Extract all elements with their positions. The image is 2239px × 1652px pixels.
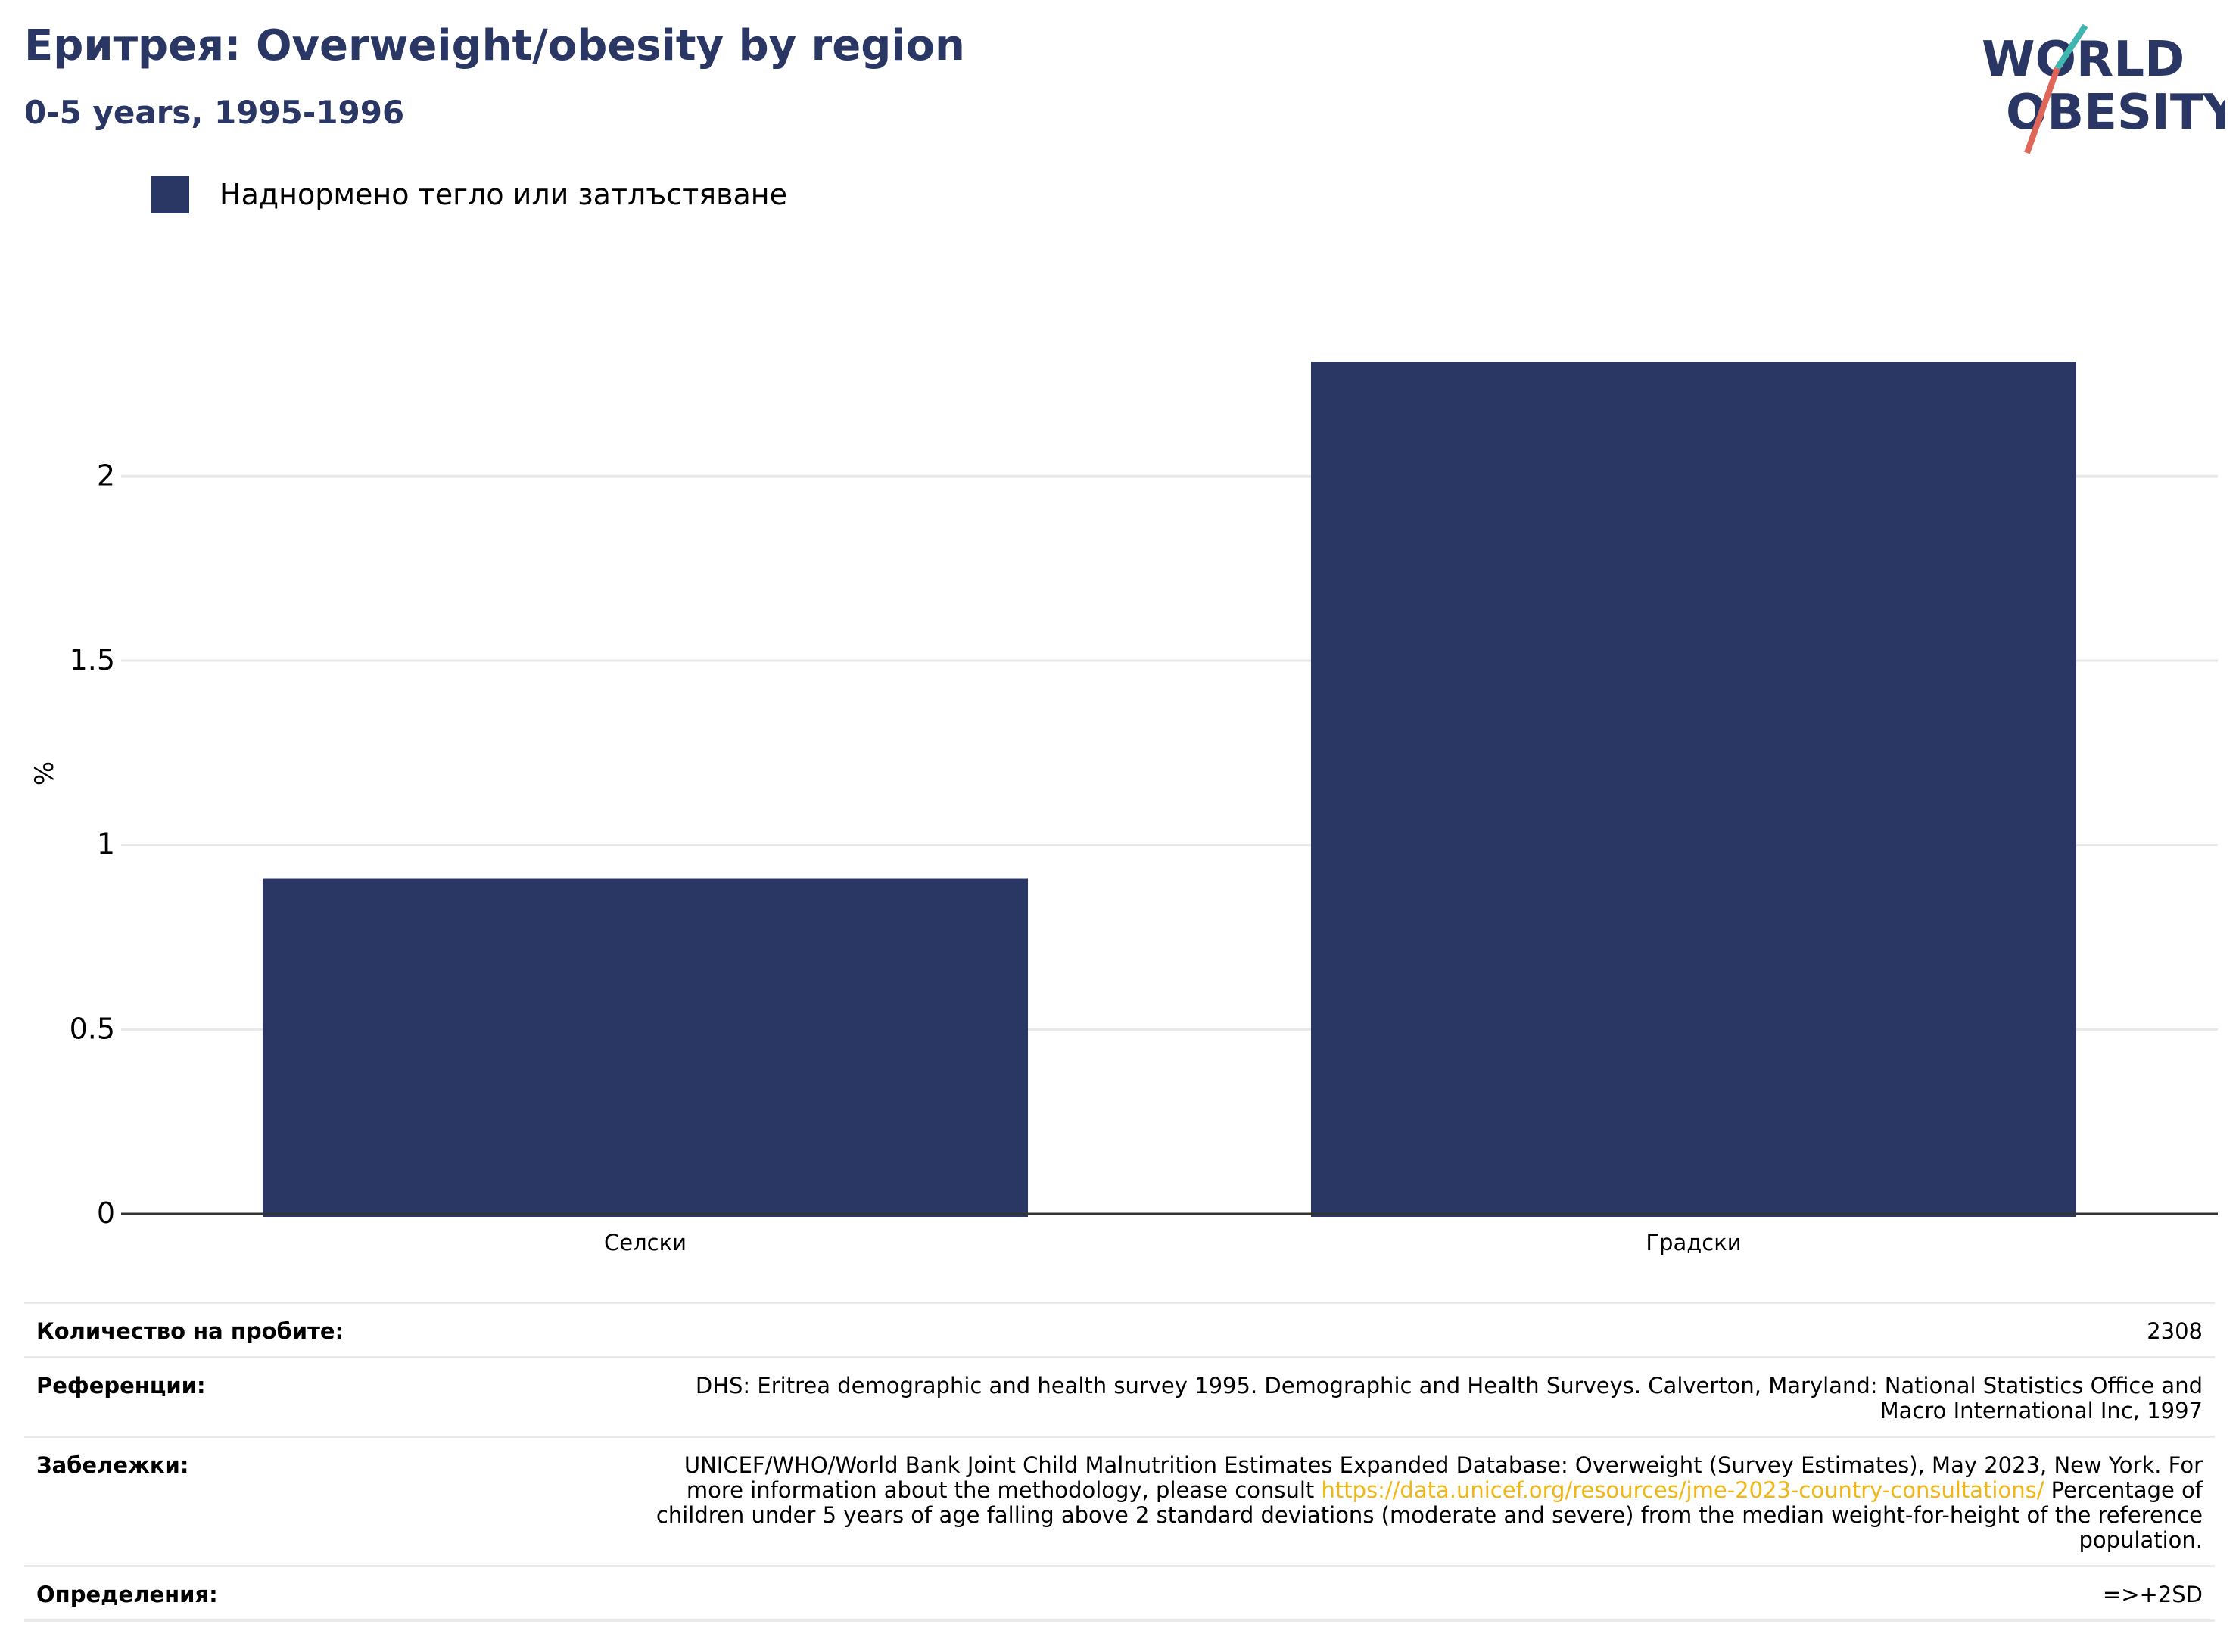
sample-size-label: Количество на пробите:: [36, 1318, 344, 1344]
chart-title: Еритрея: Overweight/obesity by region: [24, 21, 965, 70]
notes-line3: children under 5 years of age falling ab…: [656, 1502, 2203, 1528]
notes-value: UNICEF/WHO/World Bank Joint Child Malnut…: [656, 1453, 2203, 1553]
axes: 0 0.5 1 1.5 2 Селски Градски: [70, 459, 2218, 1255]
legend: Наднормено тегло или затлъстяване: [151, 176, 787, 213]
y-tick-label: 1.5: [70, 643, 115, 677]
y-tick-label: 0.5: [70, 1012, 115, 1045]
legend-label: Наднормено тегло или затлъстяване: [220, 178, 787, 211]
notes-line1: UNICEF/WHO/World Bank Joint Child Malnut…: [684, 1452, 2203, 1478]
sample-size-row: Количество на пробите: 2308: [24, 1302, 2215, 1356]
logo-teal-slash: [2054, 23, 2088, 70]
definitions-value: =>+2SD: [2102, 1582, 2203, 1607]
notes-line4: population.: [2079, 1527, 2203, 1553]
y-tick-label: 2: [97, 459, 115, 492]
world-obesity-logo: WORLD OBESITY: [1982, 23, 2225, 154]
bars: [262, 362, 2077, 1218]
bar-chart: 0 0.5 1 1.5 2 Селски Градски %: [30, 362, 2218, 1255]
logo-coral-slash: [2024, 67, 2060, 154]
references-label: Референции:: [36, 1373, 206, 1398]
y-tick-label: 0: [97, 1196, 115, 1230]
references-value: DHS: Eritrea demographic and health surv…: [696, 1374, 2203, 1423]
x-tick-label: Селски: [604, 1230, 687, 1255]
references-line2: Macro International Inc, 1997: [1879, 1398, 2203, 1423]
metadata-table: Количество на пробите: 2308 Референции: …: [24, 1302, 2215, 1622]
references-line1: DHS: Eritrea demographic and health surv…: [695, 1373, 2203, 1398]
chart-subtitle: 0-5 years, 1995-1996: [24, 94, 405, 131]
notes-label: Забележки:: [36, 1452, 189, 1478]
methodology-link[interactable]: https://data.unicef.org/resources/jme-20…: [1321, 1477, 2044, 1503]
bar-2[interactable]: [1310, 362, 2077, 1218]
notes-line2-post: Percentage of: [2044, 1477, 2203, 1503]
references-row: Референции: DHS: Eritrea demographic and…: [24, 1356, 2215, 1436]
y-tick-label: 1: [97, 828, 115, 861]
legend-swatch: [151, 176, 189, 213]
notes-line2-pre: more information about the methodology, …: [686, 1477, 1322, 1503]
x-tick-label: Градски: [1646, 1230, 1741, 1255]
definitions-row: Определения: =>+2SD: [24, 1565, 2215, 1622]
logo-line1: WORLD: [1982, 32, 2185, 88]
bar-1[interactable]: [262, 878, 1029, 1217]
notes-row: Забележки: UNICEF/WHO/World Bank Joint C…: [24, 1436, 2215, 1565]
definitions-label: Определения:: [36, 1582, 218, 1607]
sample-size-value: 2308: [2147, 1318, 2203, 1344]
y-axis-label: %: [30, 761, 60, 786]
